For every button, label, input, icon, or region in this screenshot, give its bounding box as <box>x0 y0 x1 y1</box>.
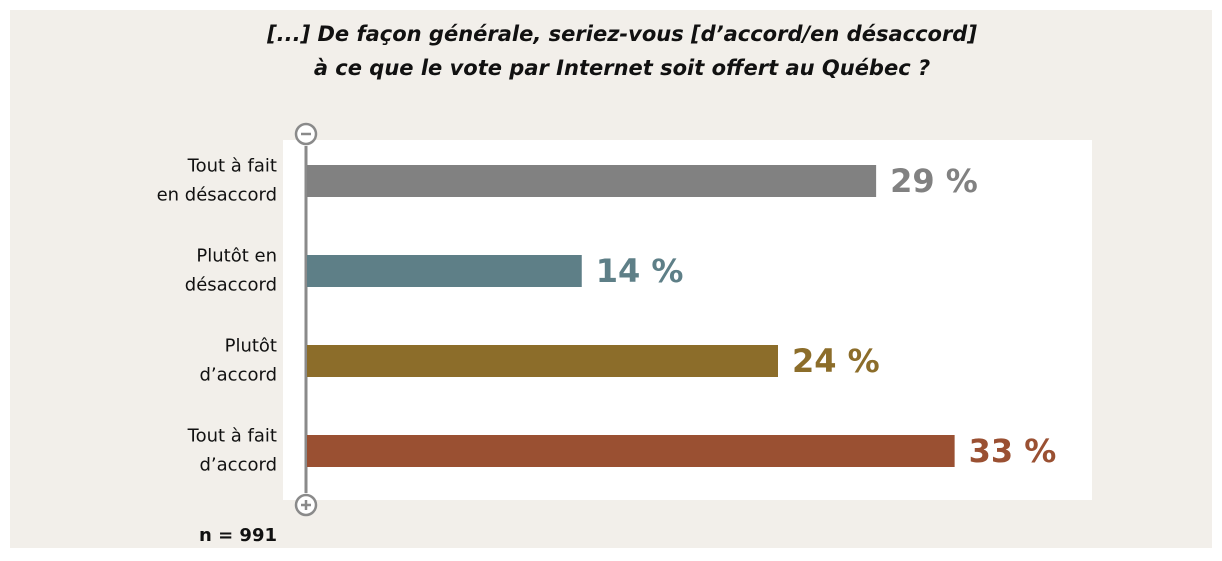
bar <box>307 255 582 287</box>
plus-icon <box>294 493 318 517</box>
bar <box>307 165 877 197</box>
value-label: 29 % <box>890 162 978 200</box>
bar <box>307 345 778 377</box>
category-label: Tout à fait en désaccord <box>157 156 277 206</box>
minus-icon <box>294 122 318 146</box>
chart-title: [...] De façon générale, seriez-vous [d’… <box>266 22 977 80</box>
value-label: 33 % <box>969 432 1057 470</box>
value-label: 14 % <box>596 252 684 290</box>
value-label: 24 % <box>792 342 880 380</box>
bar <box>307 435 955 467</box>
category-label: Tout à fait d’accord <box>187 426 277 476</box>
sample-size: n = 991 <box>199 525 277 546</box>
category-label: Plutôt en désaccord <box>185 246 277 296</box>
category-label: Plutôt d’accord <box>200 336 278 386</box>
